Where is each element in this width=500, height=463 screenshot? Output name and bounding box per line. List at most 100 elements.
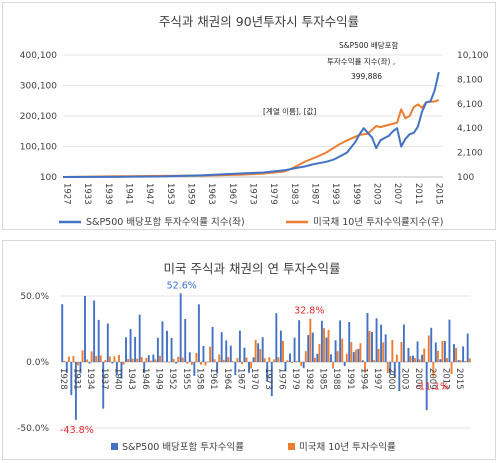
treasury-return-bar — [464, 361, 467, 362]
sp500-return-bar — [425, 362, 428, 411]
sp500-return-bar — [170, 337, 173, 362]
bottom-chart-panel: 미국 주식과 채권의 연 투자수익률 50.0% 0.0% -50.0% 1928 1… — [2, 240, 496, 460]
bar-y-tick-label: -50.0% — [17, 424, 49, 434]
top-chart-panel: 주식과 채권의 90년투자시 투자수익률 100 100,100 200,100 30… — [2, 2, 496, 230]
bar-legend: S&P500 배당포함 투자수익률 미국채 10년 투자수익률 — [111, 441, 396, 453]
treasury-return-bar — [108, 356, 111, 362]
x-tick-label: 1979 — [268, 183, 278, 205]
sp500-return-bar — [348, 322, 351, 362]
sp500-return-bar — [412, 355, 414, 362]
sp500-return-bar — [102, 362, 105, 409]
treasury-return-bar — [468, 358, 471, 362]
sp500-return-bar — [384, 334, 387, 362]
x-tick-label: 1927 — [62, 183, 72, 205]
treasury-return-bar — [113, 356, 116, 362]
treasury-return-bar — [359, 343, 362, 362]
right-tick-label: 10,100 — [457, 51, 489, 61]
sp500-return-bar — [120, 362, 123, 379]
treasury-return-bar — [218, 354, 221, 362]
sp500-return-bar — [97, 319, 100, 362]
sp500-return-bar — [298, 320, 301, 362]
x-axis-ticks: 1927 1933 1939 1941 1947 1953 1959 1963 1967 1973… — [62, 183, 444, 205]
treasury-return-bar — [241, 362, 243, 365]
treasury-return-bar — [386, 362, 389, 373]
sp500-return-bar — [352, 352, 355, 362]
sp500-return-bar — [243, 347, 246, 362]
sp500-return-bar — [225, 340, 228, 362]
sp500-return-bar — [375, 318, 378, 362]
treasury-return-bar — [455, 347, 458, 362]
sp500-return-bar — [216, 362, 219, 374]
bar-x-tick-label: 1991 — [345, 368, 355, 390]
treasury-return-bar — [99, 355, 102, 362]
sp500-return-bar — [111, 362, 114, 364]
sp500-return-bar — [261, 337, 264, 362]
treasury-return-bar — [254, 339, 257, 362]
treasury-return-bar — [405, 361, 407, 363]
treasury-return-bar — [145, 357, 148, 362]
sp500-return-bar — [307, 335, 310, 362]
x-tick-label: 1939 — [103, 183, 113, 205]
treasury-return-bar — [382, 342, 385, 362]
line-series-group — [62, 71, 440, 178]
treasury-return-bar — [282, 340, 284, 362]
sp500-return-bar — [134, 336, 137, 362]
treasury-return-bar — [190, 362, 193, 366]
sp500-return-bar — [79, 362, 82, 374]
sp500-return-bar — [343, 362, 346, 367]
treasury-return-bar — [72, 356, 75, 362]
bar-x-tick-label: 1928 — [58, 368, 68, 390]
sp500-return-bar — [248, 362, 250, 373]
sp500-return-bar — [129, 329, 132, 362]
sp500-return-bar — [466, 333, 469, 362]
bar-x-tick-label: 2003 — [399, 368, 409, 390]
sp500-return-bar — [302, 362, 305, 369]
treasury-return-bar — [63, 360, 66, 362]
left-tick-label: 200,100 — [20, 112, 57, 122]
bar-x-tick-label: 2015 — [454, 368, 464, 390]
right-tick-label: 6,100 — [457, 100, 483, 110]
sp500-return-bar — [74, 362, 77, 420]
left-tick-label: 100 — [40, 173, 57, 183]
x-tick-label: 1987 — [310, 183, 320, 205]
treasury-return-bar — [195, 353, 198, 362]
sp500-return-bar — [421, 354, 424, 362]
treasury-return-bar — [163, 361, 166, 363]
treasury-return-bar — [90, 351, 93, 362]
sp500-return-bar — [371, 332, 373, 362]
bar-chart-title: 미국 주식과 채권의 연 투자수익률 — [164, 261, 341, 276]
line-chart: 주식과 채권의 90년투자시 투자수익률 100 100,100 200,100 30… — [20, 14, 489, 228]
sp500-return-bar — [439, 359, 442, 362]
treasury-return-bar — [136, 358, 139, 362]
bar-x-tick-label: 1961 — [208, 368, 218, 390]
bar-x-tick-label: 1940 — [112, 368, 122, 390]
treasury-return-bar — [414, 358, 417, 362]
sp500-return-bar — [156, 337, 159, 362]
treasury-return-bar — [127, 358, 130, 362]
treasury-return-bar — [418, 359, 421, 362]
sp500-return-bar — [220, 332, 223, 362]
bar-x-tick-label: 1949 — [153, 368, 163, 390]
bar-x-axis-ticks: 1928 1931 1934 1937 1940 1943 1946 1949 1952 1955… — [58, 368, 464, 390]
sp500-return-bar — [289, 353, 291, 362]
treasury-return-bar — [209, 346, 212, 362]
treasury-return-bar — [446, 358, 448, 362]
treasury-return-bar — [95, 356, 98, 362]
bar-x-tick-label: 2006 — [413, 368, 423, 390]
sp500-return-bar — [234, 362, 237, 376]
sp500-return-bar — [152, 354, 155, 362]
bar-x-tick-label: 2012 — [440, 368, 450, 390]
sp500-return-bar — [334, 340, 337, 362]
legend-treasury-swatch — [288, 443, 295, 450]
left-tick-label: 400,100 — [20, 51, 57, 61]
treasury-return-bar — [409, 356, 412, 362]
sp500-return-bar — [393, 362, 396, 378]
sp500-return-bar — [434, 342, 437, 362]
bar-y-axis-ticks: 50.0% 0.0% -50.0% — [17, 292, 49, 434]
treasury-return-bar — [181, 357, 184, 362]
bar-y-tick-label: 0.0% — [26, 358, 49, 368]
sp500-callout-line-2: 투자수익률 지수(좌) , — [327, 56, 395, 66]
sp500-return-bar — [462, 346, 465, 362]
x-tick-label: 1953 — [165, 183, 175, 205]
bar-data-label: -43.8% — [60, 425, 94, 436]
